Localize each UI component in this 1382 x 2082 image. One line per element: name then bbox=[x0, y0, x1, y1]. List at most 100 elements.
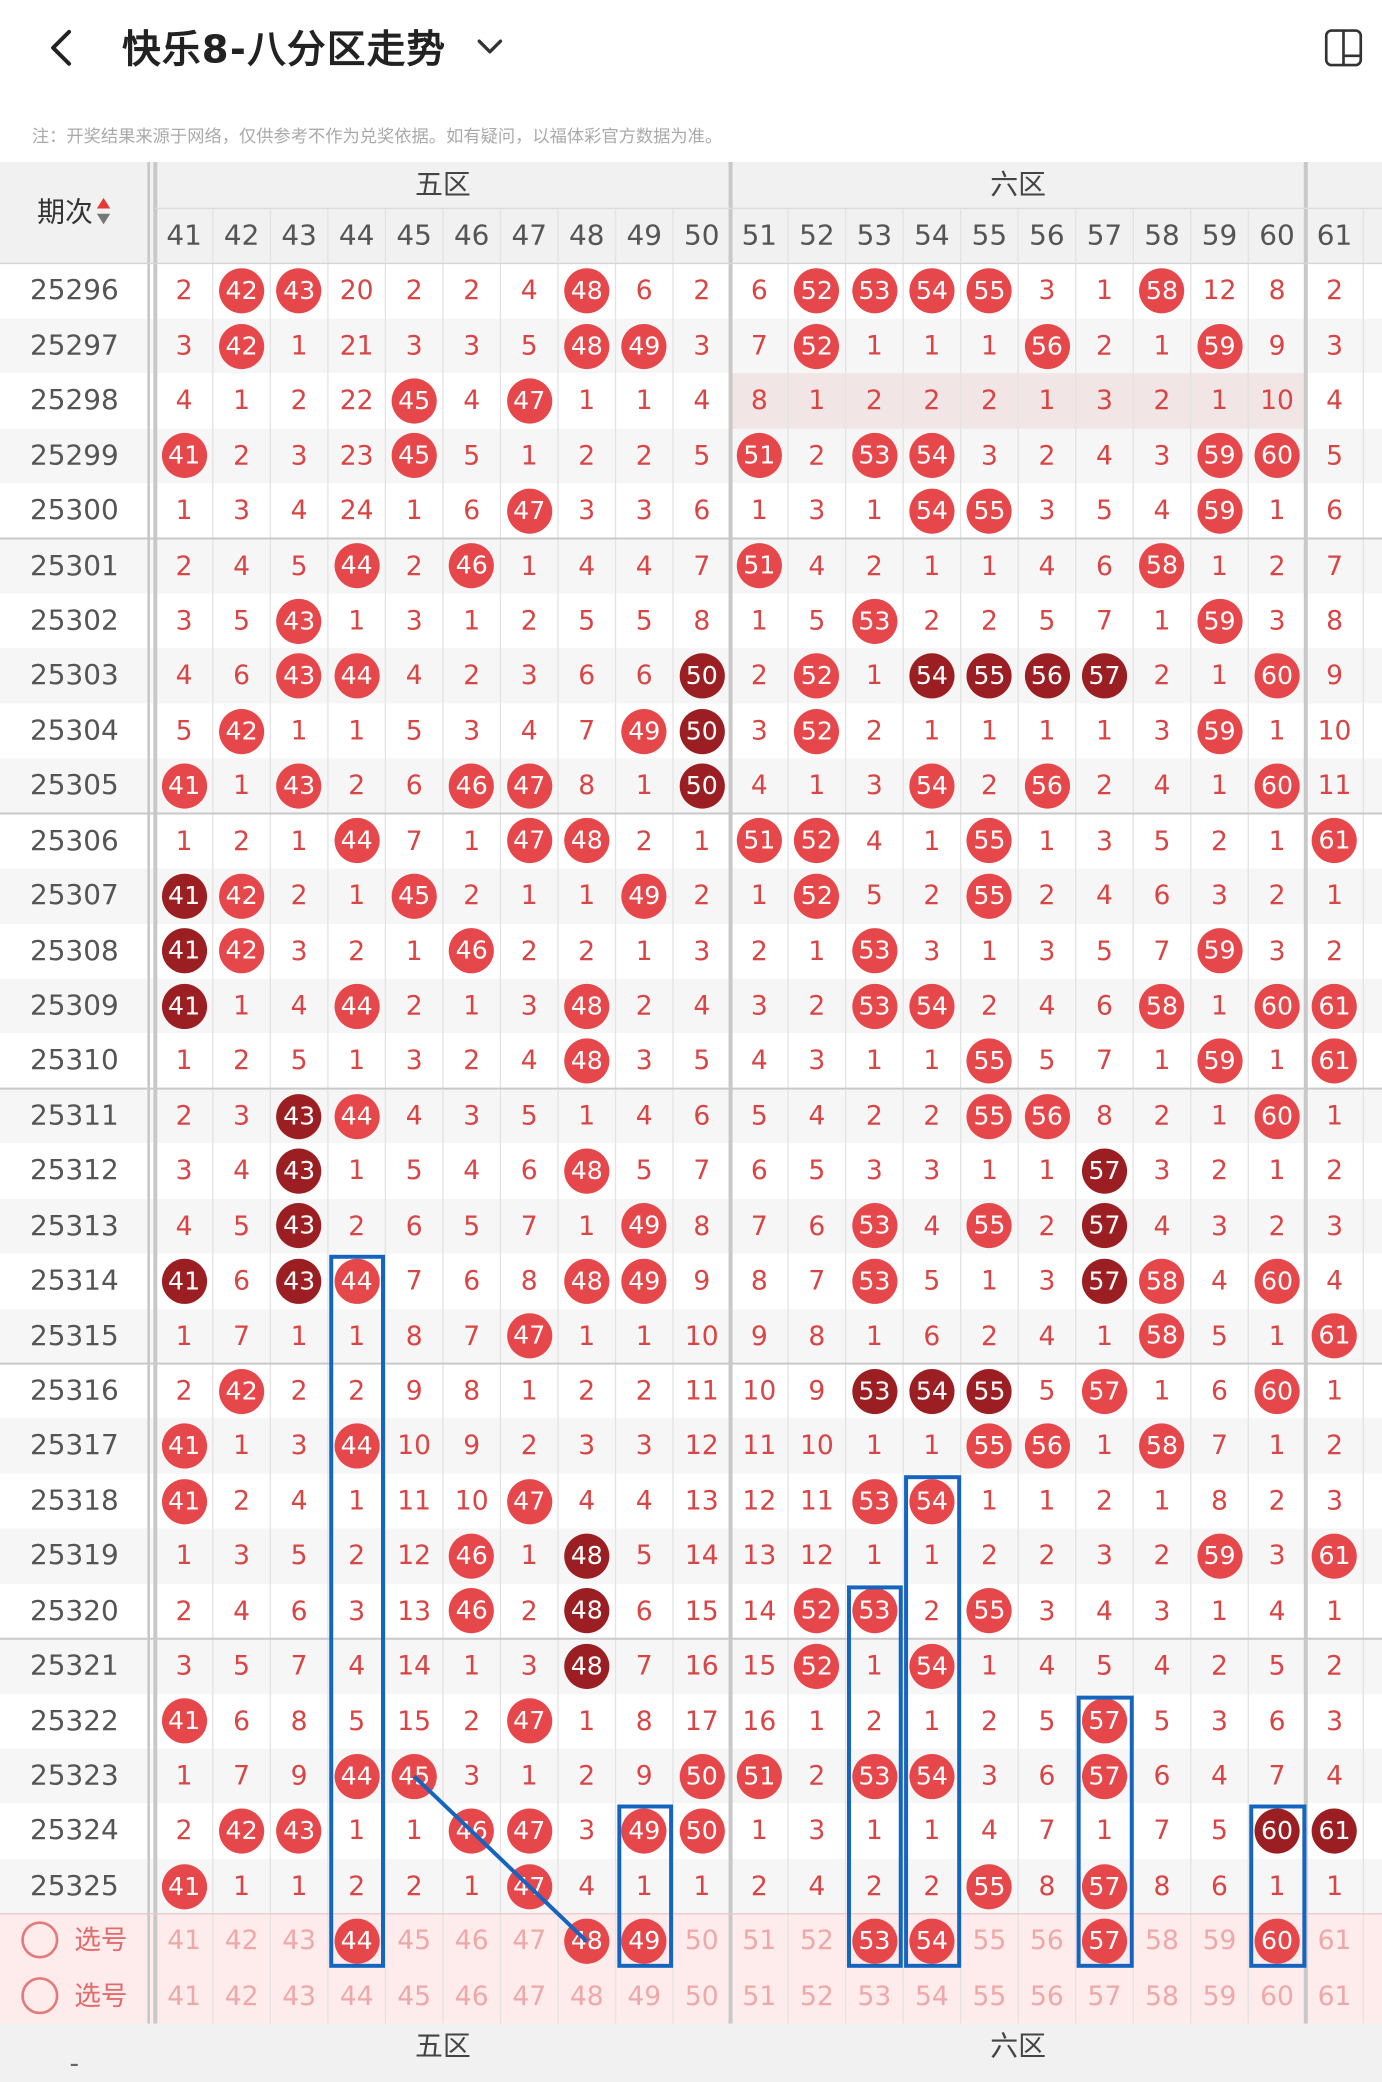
drawn-ball: 60 bbox=[1254, 763, 1300, 809]
miss-count: 8 bbox=[290, 1704, 308, 1737]
select-number-61[interactable]: 61 bbox=[1317, 1924, 1352, 1957]
selected-ball-44[interactable]: 44 bbox=[334, 1918, 380, 1964]
miss-count: 5 bbox=[1153, 1704, 1171, 1737]
miss-count: 1 bbox=[693, 824, 711, 857]
miss-count: 1 bbox=[578, 384, 596, 416]
select-number-42[interactable]: 42 bbox=[224, 1979, 259, 2012]
select-number-55[interactable]: 55 bbox=[972, 1924, 1007, 1957]
miss-count: 2 bbox=[923, 1594, 941, 1627]
selected-ball-49[interactable]: 49 bbox=[621, 1918, 667, 1964]
period-25322: 25322 bbox=[29, 1704, 119, 1737]
select-number-41[interactable]: 41 bbox=[167, 1979, 201, 2012]
miss-count: 3 bbox=[1038, 494, 1056, 526]
select-number-50[interactable]: 50 bbox=[684, 1924, 719, 1957]
period-25304: 25304 bbox=[29, 714, 119, 747]
miss-count: 1 bbox=[635, 1319, 653, 1352]
selected-ball-54[interactable]: 54 bbox=[909, 1918, 955, 1964]
miss-count: 1 bbox=[980, 1649, 998, 1682]
drawn-ball: 57 bbox=[1081, 1753, 1128, 1799]
select-number-58[interactable]: 58 bbox=[1145, 1924, 1179, 1957]
miss-count: 12 bbox=[397, 1539, 432, 1572]
selected-ball-60[interactable]: 60 bbox=[1254, 1918, 1300, 1964]
chevron-down-icon[interactable] bbox=[473, 29, 508, 64]
select-row-1[interactable]: 选号 bbox=[0, 1914, 149, 1969]
period-25324: 25324 bbox=[29, 1814, 119, 1847]
miss-count: 1 bbox=[1153, 604, 1171, 636]
miss-count: 6 bbox=[635, 274, 653, 306]
selected-ball-57[interactable]: 57 bbox=[1081, 1918, 1128, 1964]
miss-count: 7 bbox=[520, 1209, 538, 1242]
miss-count: 1 bbox=[290, 329, 308, 361]
select-number-53[interactable]: 53 bbox=[857, 1979, 892, 2012]
select-number-55[interactable]: 55 bbox=[972, 1979, 1007, 2012]
radio-circle-icon[interactable] bbox=[21, 1921, 59, 1959]
drawn-ball: 49 bbox=[621, 1203, 667, 1249]
select-number-56[interactable]: 56 bbox=[1030, 1979, 1064, 2012]
period-column-header[interactable]: 期次 bbox=[0, 162, 149, 263]
miss-count: 1 bbox=[865, 494, 883, 526]
miss-count: 4 bbox=[175, 1209, 193, 1242]
select-number-60[interactable]: 60 bbox=[1260, 1979, 1294, 2012]
miss-count: 3 bbox=[1095, 1539, 1113, 1572]
footer-period-header: - bbox=[69, 2047, 80, 2080]
select-number-46[interactable]: 46 bbox=[454, 1979, 489, 2012]
select-number-50[interactable]: 50 bbox=[684, 1979, 719, 2012]
miss-count: 1 bbox=[1095, 1814, 1113, 1847]
select-number-58[interactable]: 58 bbox=[1145, 1979, 1179, 2012]
select-number-49[interactable]: 49 bbox=[627, 1979, 662, 2012]
miss-count: 5 bbox=[635, 604, 653, 636]
select-number-44[interactable]: 44 bbox=[339, 1979, 374, 2012]
sort-icon[interactable] bbox=[93, 197, 112, 229]
miss-count: 4 bbox=[1038, 1319, 1056, 1352]
select-number-59[interactable]: 59 bbox=[1202, 1924, 1237, 1957]
miss-count: 3 bbox=[1211, 1704, 1228, 1737]
miss-count: 4 bbox=[233, 1154, 251, 1187]
page-title[interactable]: 快乐8-八分区走势 bbox=[122, 26, 447, 72]
miss-count: 9 bbox=[808, 1374, 826, 1407]
select-number-43[interactable]: 43 bbox=[282, 1979, 317, 2012]
select-number-54[interactable]: 54 bbox=[914, 1979, 949, 2012]
drawn-ball: 48 bbox=[564, 983, 610, 1029]
select-number-51[interactable]: 51 bbox=[742, 1924, 777, 1957]
select-number-59[interactable]: 59 bbox=[1202, 1979, 1237, 2012]
miss-count: 3 bbox=[175, 1649, 193, 1682]
miss-count: 4 bbox=[635, 1099, 653, 1132]
miss-count: 6 bbox=[233, 1264, 251, 1297]
miss-count: 21 bbox=[339, 329, 374, 361]
select-number-52[interactable]: 52 bbox=[799, 1979, 834, 2012]
miss-count: 4 bbox=[1153, 769, 1171, 802]
selected-ball-53[interactable]: 53 bbox=[851, 1918, 897, 1964]
miss-count: 1 bbox=[1153, 329, 1171, 361]
select-number-57[interactable]: 57 bbox=[1087, 1979, 1122, 2012]
drawn-ball: 53 bbox=[851, 598, 897, 644]
back-arrow-icon[interactable] bbox=[40, 24, 88, 72]
select-number-45[interactable]: 45 bbox=[397, 1979, 432, 2012]
drawn-ball: 61 bbox=[1311, 983, 1358, 1029]
select-number-52[interactable]: 52 bbox=[799, 1924, 834, 1957]
select-number-42[interactable]: 42 bbox=[224, 1924, 259, 1957]
select-number-45[interactable]: 45 bbox=[397, 1924, 432, 1957]
display-settings-icon[interactable] bbox=[1322, 27, 1364, 69]
select-number-46[interactable]: 46 bbox=[454, 1924, 489, 1957]
miss-count: 2 bbox=[348, 769, 366, 802]
select-number-43[interactable]: 43 bbox=[282, 1924, 317, 1957]
select-number-48[interactable]: 48 bbox=[569, 1979, 604, 2012]
miss-count: 1 bbox=[578, 1704, 596, 1737]
select-number-56[interactable]: 56 bbox=[1030, 1924, 1064, 1957]
select-row-2[interactable]: 选号 bbox=[0, 1969, 149, 2024]
period-25311: 25311 bbox=[29, 1099, 119, 1132]
miss-count: 5 bbox=[865, 879, 883, 912]
miss-count: 3 bbox=[1153, 1154, 1171, 1187]
select-number-61[interactable]: 61 bbox=[1317, 1979, 1352, 2012]
miss-count: 2 bbox=[865, 549, 883, 581]
select-number-41[interactable]: 41 bbox=[167, 1924, 201, 1957]
select-number-47[interactable]: 47 bbox=[512, 1924, 547, 1957]
miss-count: 2 bbox=[175, 1099, 193, 1132]
drawn-ball: 46 bbox=[449, 763, 495, 809]
select-number-47[interactable]: 47 bbox=[512, 1979, 547, 2012]
radio-circle-icon[interactable] bbox=[21, 1976, 59, 2014]
miss-count: 1 bbox=[1211, 1099, 1228, 1132]
miss-count: 1 bbox=[923, 824, 941, 857]
select-number-51[interactable]: 51 bbox=[742, 1979, 777, 2012]
drawn-ball: 47 bbox=[506, 818, 552, 864]
